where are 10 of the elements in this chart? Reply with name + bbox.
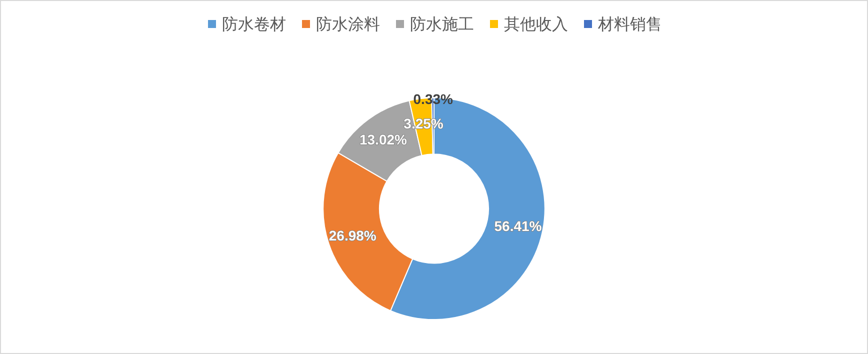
legend-label: 防水施工 [410, 14, 474, 34]
legend-label: 防水卷材 [222, 14, 286, 34]
legend-label: 其他收入 [504, 14, 568, 34]
legend-label: 防水涂料 [316, 14, 380, 34]
data-label: 3.25% [404, 116, 444, 132]
data-label: 26.98% [328, 228, 377, 244]
legend-label: 材料销售 [597, 14, 662, 34]
data-label: 56.41% [494, 218, 542, 234]
data-label: 0.33% [413, 90, 454, 107]
data-label: 13.02% [359, 132, 408, 148]
